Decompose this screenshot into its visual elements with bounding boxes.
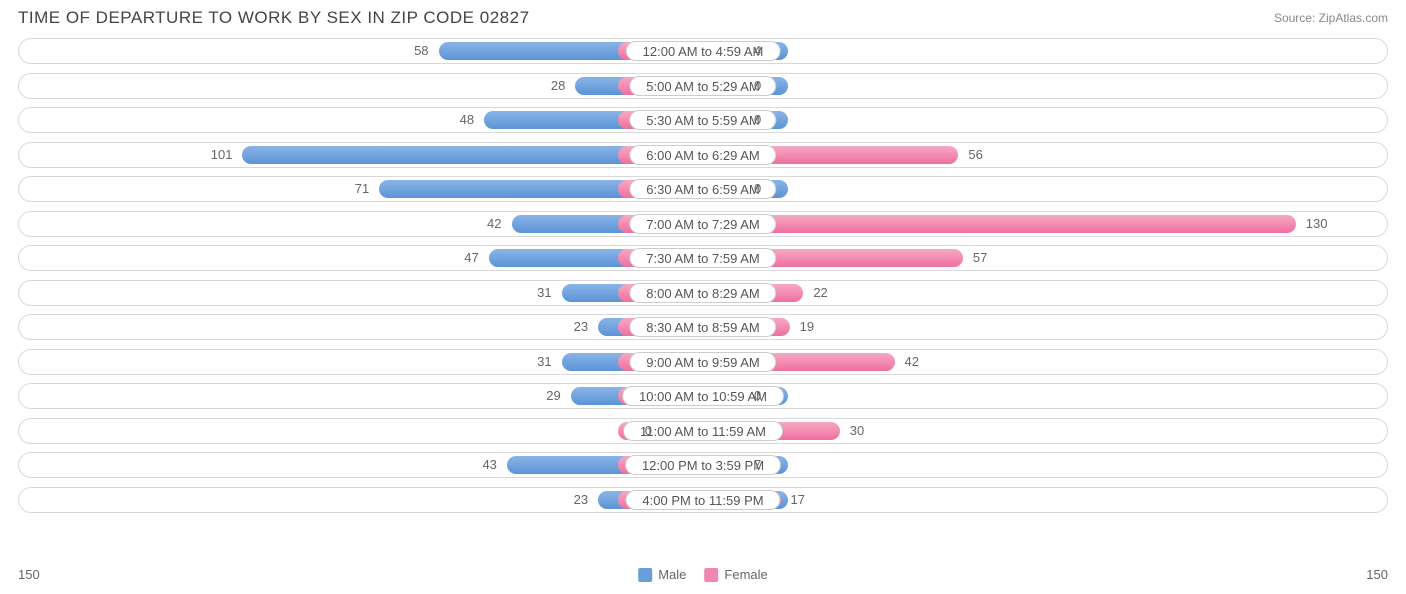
chart-row: 9:00 AM to 9:59 AM 31 42 (18, 349, 1388, 375)
row-time-label: 4:00 PM to 11:59 PM (625, 490, 780, 510)
chart-area: 12:00 AM to 4:59 AM5845:00 AM to 5:29 AM… (0, 32, 1406, 513)
male-value: 0 (645, 419, 652, 443)
chart-row: 6:30 AM to 6:59 AM710 (18, 176, 1388, 202)
chart-title: TIME OF DEPARTURE TO WORK BY SEX IN ZIP … (18, 8, 530, 28)
male-value: 101 (211, 143, 233, 167)
male-value: 58 (414, 39, 428, 63)
female-value: 0 (754, 177, 761, 201)
axis-right-max: 150 (1366, 567, 1388, 582)
male-value: 47 (464, 246, 478, 270)
chart-source: Source: ZipAtlas.com (1274, 11, 1388, 25)
male-value: 43 (482, 453, 496, 477)
axis-left-max: 150 (18, 567, 40, 582)
chart-footer: 150 Male Female 150 (18, 567, 1388, 582)
female-value: 19 (800, 315, 814, 339)
male-value: 71 (355, 177, 369, 201)
row-time-label: 8:30 AM to 8:59 AM (629, 317, 776, 337)
chart-row: 12:00 PM to 3:59 PM437 (18, 452, 1388, 478)
female-value: 22 (813, 281, 827, 305)
legend-male-label: Male (658, 567, 686, 582)
chart-header: TIME OF DEPARTURE TO WORK BY SEX IN ZIP … (0, 0, 1406, 32)
row-time-label: 7:00 AM to 7:29 AM (629, 214, 776, 234)
chart-row: 7:30 AM to 7:59 AM 47 57 (18, 245, 1388, 271)
chart-row: 6:00 AM to 6:29 AM 101 56 (18, 142, 1388, 168)
chart-row: 8:00 AM to 8:29 AM 31 22 (18, 280, 1388, 306)
row-time-label: 8:00 AM to 8:29 AM (629, 283, 776, 303)
female-value: 17 (791, 488, 805, 512)
swatch-female-icon (704, 568, 718, 582)
chart-row: 7:00 AM to 7:29 AM 42 130 (18, 211, 1388, 237)
legend-male: Male (638, 567, 686, 582)
female-value: 30 (850, 419, 864, 443)
male-value: 29 (546, 384, 560, 408)
chart-row: 4:00 PM to 11:59 PM 23 17 (18, 487, 1388, 513)
row-time-label: 6:00 AM to 6:29 AM (629, 145, 776, 165)
female-value: 130 (1306, 212, 1328, 236)
swatch-male-icon (638, 568, 652, 582)
row-time-label: 9:00 AM to 9:59 AM (629, 352, 776, 372)
female-value: 42 (905, 350, 919, 374)
female-value: 4 (754, 39, 761, 63)
female-value: 0 (754, 108, 761, 132)
male-value: 48 (460, 108, 474, 132)
male-value: 23 (574, 315, 588, 339)
female-value: 56 (968, 143, 982, 167)
legend: Male Female (638, 567, 768, 582)
male-value: 31 (537, 281, 551, 305)
female-value: 7 (754, 453, 761, 477)
chart-row: 8:30 AM to 8:59 AM 23 19 (18, 314, 1388, 340)
female-value: 0 (754, 74, 761, 98)
male-value: 31 (537, 350, 551, 374)
chart-row: 5:00 AM to 5:29 AM280 (18, 73, 1388, 99)
row-time-label: 7:30 AM to 7:59 AM (629, 248, 776, 268)
male-value: 42 (487, 212, 501, 236)
male-value: 23 (574, 488, 588, 512)
female-value: 0 (754, 384, 761, 408)
female-value: 57 (973, 246, 987, 270)
male-value: 28 (551, 74, 565, 98)
legend-female: Female (704, 567, 767, 582)
chart-row: 10:00 AM to 10:59 AM290 (18, 383, 1388, 409)
chart-row: 11:00 AM to 11:59 AM030 (18, 418, 1388, 444)
legend-female-label: Female (724, 567, 767, 582)
chart-row: 12:00 AM to 4:59 AM584 (18, 38, 1388, 64)
chart-row: 5:30 AM to 5:59 AM480 (18, 107, 1388, 133)
